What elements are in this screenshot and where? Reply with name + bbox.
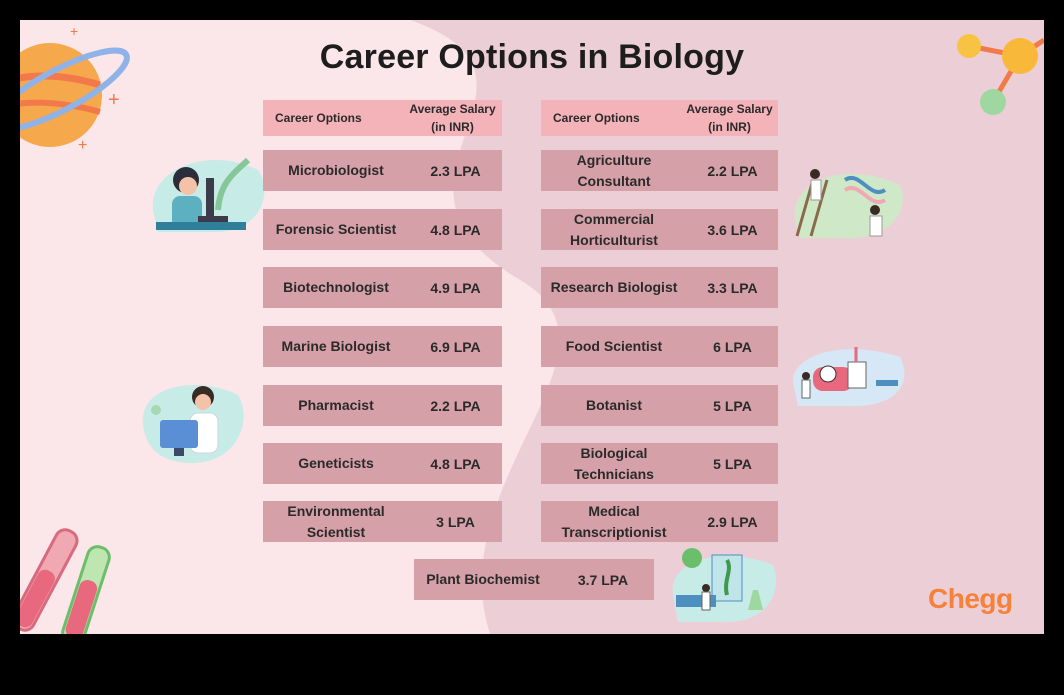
career-name: Forensic Scientist — [275, 221, 397, 237]
career-salary: 4.8 LPA — [430, 455, 481, 472]
career-name: Agriculture Consultant — [576, 151, 652, 189]
career-name: Botanist — [586, 397, 642, 413]
infographic-canvas: + + + — [20, 20, 1044, 634]
svg-text:+: + — [108, 89, 120, 111]
career-salary: 2.9 LPA — [707, 513, 758, 530]
career-salary: 6.9 LPA — [430, 338, 481, 355]
background-wave — [20, 20, 1044, 634]
career-salary: 4.9 LPA — [430, 279, 481, 296]
molecule-icon — [957, 34, 1044, 115]
career-name: Medical Transcriptionist — [561, 502, 667, 540]
table-row: Marine Biologist 6.9 LPA — [263, 326, 502, 367]
career-name: Food Scientist — [565, 338, 663, 354]
career-name: Research Biologist — [550, 279, 678, 295]
header-career-options: Career Options — [275, 111, 362, 125]
table-row: Biological Technicians 5 LPA — [541, 443, 778, 484]
scientist-microscope-icon — [152, 157, 265, 232]
career-salary: 5 LPA — [713, 397, 752, 414]
career-salary: 3 LPA — [436, 513, 475, 530]
career-salary: 5 LPA — [713, 455, 752, 472]
header-average-salary: Average Salary (in INR) — [686, 102, 773, 134]
svg-text:+: + — [78, 137, 87, 154]
chegg-logo: Chegg — [928, 583, 1013, 614]
table-row: Environmental Scientist 3 LPA — [263, 501, 502, 542]
table-row: Commercial Horticulturist 3.6 LPA — [541, 209, 778, 250]
career-name: Environmental Scientist — [287, 502, 385, 540]
career-salary: 2.2 LPA — [430, 397, 481, 414]
header-average-salary: Average Salary (in INR) — [409, 102, 496, 134]
career-name: Biological Technicians — [574, 444, 654, 482]
table-row: Botanist 5 LPA — [541, 385, 778, 426]
plant-lab-icon — [672, 548, 776, 623]
table-row: Geneticists 4.8 LPA — [263, 443, 502, 484]
scientist-computer-icon — [142, 385, 244, 464]
career-salary: 3.6 LPA — [707, 221, 758, 238]
table-row: Agriculture Consultant 2.2 LPA — [541, 150, 778, 191]
table-row: Food Scientist 6 LPA — [541, 326, 778, 367]
career-name: Marine Biologist — [281, 338, 391, 354]
career-salary: 2.2 LPA — [707, 162, 758, 179]
table-row: Forensic Scientist 4.8 LPA — [263, 209, 502, 250]
career-name: Plant Biochemist — [426, 571, 540, 587]
career-salary: 3.7 LPA — [577, 571, 629, 588]
career-name: Biotechnologist — [283, 279, 389, 295]
table-header-left: Career Options Average Salary (in INR) — [263, 100, 502, 136]
lab-equipment-icon — [793, 347, 905, 407]
table-row-bottom: Plant Biochemist 3.7 LPA — [414, 559, 654, 600]
career-name: Geneticists — [298, 455, 374, 471]
career-name: Pharmacist — [298, 397, 374, 413]
page-title: Career Options in Biology — [319, 38, 745, 76]
table-header-right: Career Options Average Salary (in INR) — [541, 100, 778, 136]
career-salary: 4.8 LPA — [430, 221, 481, 238]
career-salary: 2.3 LPA — [430, 162, 481, 179]
career-salary: 6 LPA — [713, 338, 752, 355]
career-name: Microbiologist — [288, 162, 384, 178]
scientists-dna-icon — [794, 169, 903, 239]
career-name: Commercial Horticulturist — [570, 210, 658, 248]
test-tubes-icon — [20, 528, 111, 634]
table-row: Microbiologist 2.3 LPA — [263, 150, 502, 191]
table-row: Pharmacist 2.2 LPA — [263, 385, 502, 426]
planet-icon: + + + — [20, 23, 130, 154]
table-row: Medical Transcriptionist 2.9 LPA — [541, 501, 778, 542]
svg-text:+: + — [70, 23, 78, 39]
table-row: Biotechnologist 4.9 LPA — [263, 267, 502, 308]
header-career-options: Career Options — [553, 111, 640, 125]
table-row: Research Biologist 3.3 LPA — [541, 267, 778, 308]
career-salary: 3.3 LPA — [707, 279, 758, 296]
